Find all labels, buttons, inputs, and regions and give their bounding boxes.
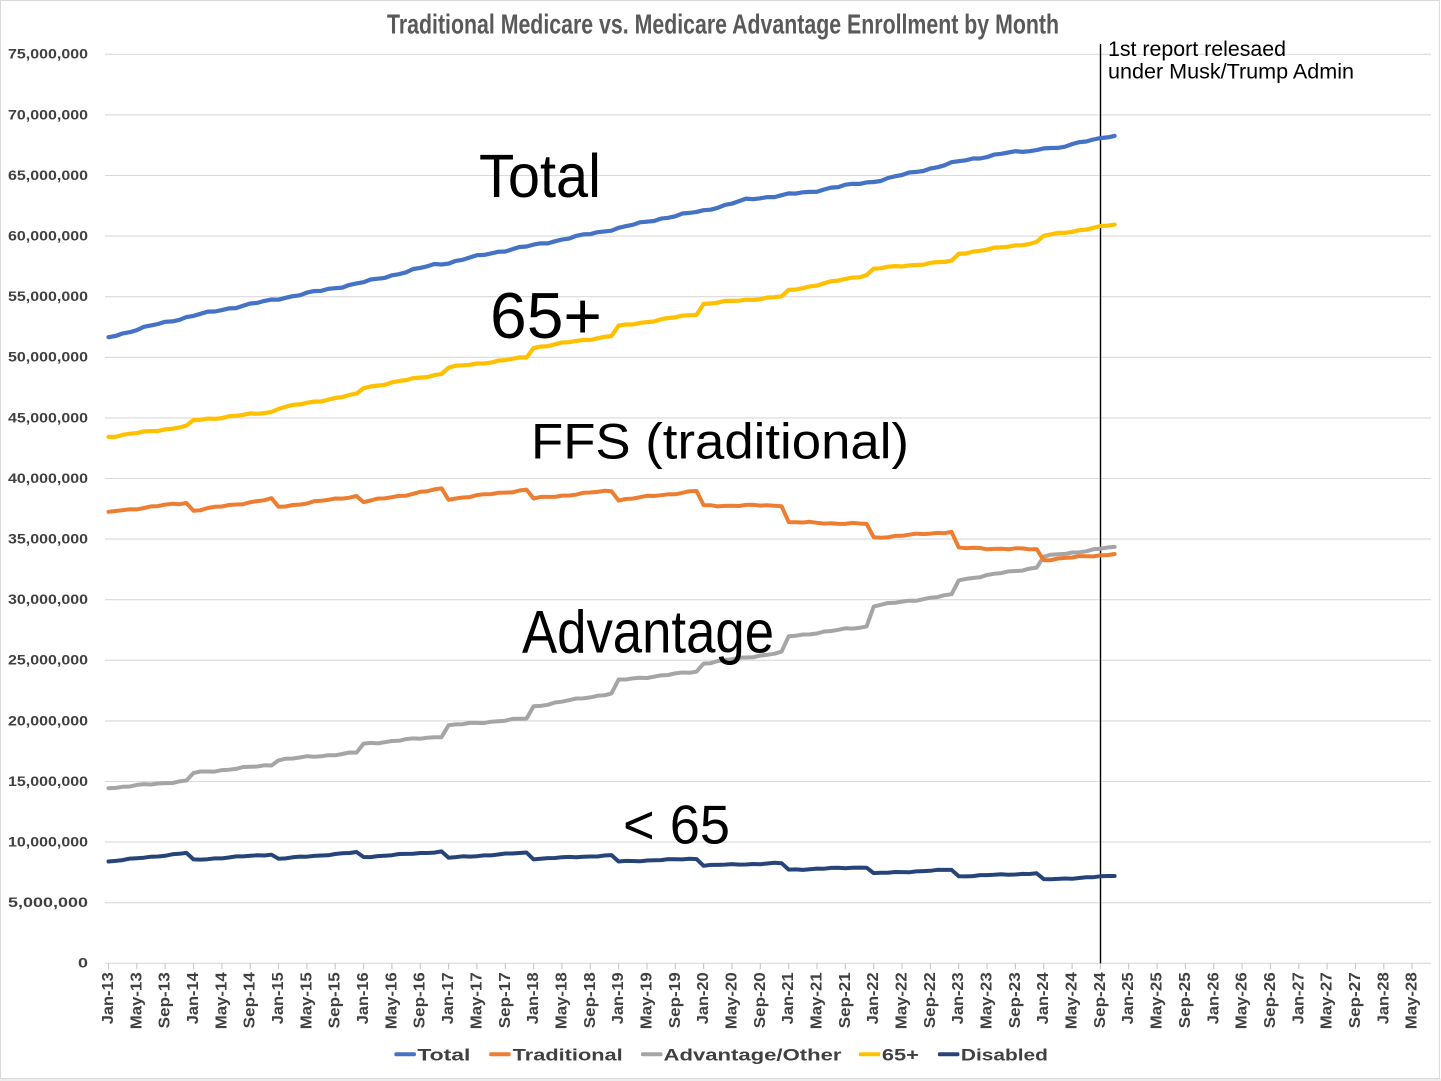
svg-text:Sep-16: Sep-16 (412, 972, 429, 1028)
svg-text:Jan-14: Jan-14 (185, 972, 202, 1024)
svg-text:Sep-20: Sep-20 (752, 972, 769, 1028)
svg-text:May-19: May-19 (639, 972, 656, 1029)
svg-text:0: 0 (78, 955, 88, 971)
svg-text:Sep-18: Sep-18 (582, 972, 599, 1028)
svg-text:45,000,000: 45,000,000 (8, 409, 88, 425)
svg-text:Sep-19: Sep-19 (667, 972, 684, 1028)
svg-text:May-27: May-27 (1319, 972, 1336, 1029)
svg-text:Total: Total (479, 142, 601, 210)
svg-text:Jan-21: Jan-21 (780, 972, 797, 1024)
svg-text:May-13: May-13 (128, 972, 145, 1029)
svg-text:May-15: May-15 (298, 972, 315, 1029)
svg-text:May-28: May-28 (1404, 972, 1421, 1029)
svg-text:May-24: May-24 (1064, 972, 1081, 1029)
svg-text:May-20: May-20 (724, 972, 741, 1029)
svg-text:75,000,000: 75,000,000 (8, 46, 88, 62)
svg-text:Sep-15: Sep-15 (327, 972, 344, 1028)
svg-text:FFS (traditional): FFS (traditional) (531, 413, 909, 470)
svg-text:60,000,000: 60,000,000 (8, 228, 88, 244)
svg-text:May-26: May-26 (1234, 972, 1251, 1029)
svg-text:Sep-21: Sep-21 (837, 972, 854, 1028)
svg-text:Jan-16: Jan-16 (355, 972, 372, 1024)
svg-text:55,000,000: 55,000,000 (8, 288, 88, 304)
svg-text:under Musk/Trump Admin: under Musk/Trump Admin (1108, 61, 1354, 84)
svg-text:May-18: May-18 (553, 972, 570, 1029)
svg-text:May-23: May-23 (979, 972, 996, 1029)
svg-text:25,000,000: 25,000,000 (8, 652, 88, 668)
svg-text:Disabled: Disabled (961, 1046, 1048, 1065)
svg-text:Sep-26: Sep-26 (1262, 972, 1279, 1028)
svg-text:< 65: < 65 (623, 794, 730, 856)
svg-text:10,000,000: 10,000,000 (8, 834, 88, 850)
svg-text:Jan-13: Jan-13 (100, 972, 117, 1024)
svg-text:Traditional: Traditional (513, 1046, 623, 1065)
svg-text:Jan-19: Jan-19 (610, 972, 627, 1024)
svg-text:Jan-27: Jan-27 (1290, 972, 1307, 1024)
svg-text:Sep-24: Sep-24 (1092, 972, 1109, 1028)
svg-text:Jan-28: Jan-28 (1375, 972, 1392, 1024)
svg-text:Jan-25: Jan-25 (1120, 972, 1137, 1024)
svg-text:Jan-26: Jan-26 (1205, 972, 1222, 1024)
svg-text:65+: 65+ (490, 280, 602, 352)
svg-text:Jan-20: Jan-20 (695, 972, 712, 1024)
svg-text:Sep-22: Sep-22 (922, 972, 939, 1028)
svg-text:1st report relesaed: 1st report relesaed (1108, 38, 1286, 61)
svg-text:Jan-22: Jan-22 (865, 972, 882, 1024)
svg-text:Traditional Medicare vs. Medic: Traditional Medicare vs. Medicare Advant… (387, 9, 1059, 40)
svg-text:May-17: May-17 (468, 972, 485, 1029)
svg-text:Sep-25: Sep-25 (1177, 972, 1194, 1028)
svg-text:40,000,000: 40,000,000 (8, 470, 88, 486)
svg-text:Sep-27: Sep-27 (1347, 972, 1364, 1028)
svg-text:Jan-15: Jan-15 (270, 972, 287, 1024)
svg-text:May-14: May-14 (213, 972, 230, 1029)
svg-text:May-21: May-21 (809, 972, 826, 1029)
svg-text:5,000,000: 5,000,000 (8, 894, 88, 910)
svg-text:Advantage: Advantage (522, 598, 774, 666)
svg-text:20,000,000: 20,000,000 (8, 712, 88, 728)
svg-text:May-22: May-22 (894, 972, 911, 1029)
svg-text:70,000,000: 70,000,000 (8, 106, 88, 122)
svg-text:Jan-23: Jan-23 (950, 972, 967, 1024)
svg-text:30,000,000: 30,000,000 (8, 591, 88, 607)
svg-text:35,000,000: 35,000,000 (8, 531, 88, 547)
svg-text:Sep-17: Sep-17 (497, 972, 514, 1028)
svg-text:Advantage/Other: Advantage/Other (664, 1046, 842, 1065)
svg-text:Sep-23: Sep-23 (1007, 972, 1024, 1028)
svg-text:May-25: May-25 (1149, 972, 1166, 1029)
svg-text:65+: 65+ (882, 1046, 919, 1065)
svg-text:Jan-17: Jan-17 (440, 972, 457, 1024)
svg-text:Jan-24: Jan-24 (1035, 972, 1052, 1024)
svg-text:Sep-13: Sep-13 (157, 972, 174, 1028)
svg-text:Jan-18: Jan-18 (525, 972, 542, 1024)
svg-text:May-16: May-16 (383, 972, 400, 1029)
svg-text:Sep-14: Sep-14 (242, 972, 259, 1028)
svg-text:15,000,000: 15,000,000 (8, 773, 88, 789)
svg-text:50,000,000: 50,000,000 (8, 349, 88, 365)
svg-text:65,000,000: 65,000,000 (8, 167, 88, 183)
svg-text:Total: Total (417, 1046, 470, 1065)
